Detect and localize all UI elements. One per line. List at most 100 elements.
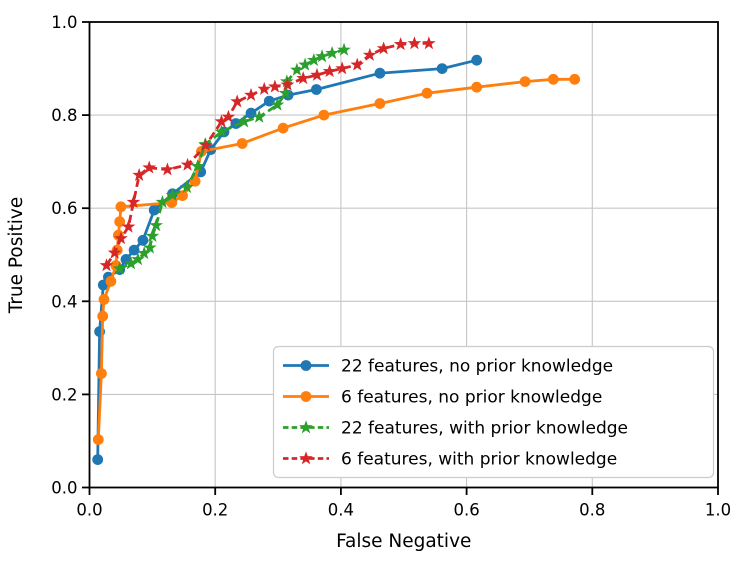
data-point-star <box>268 79 282 93</box>
data-point-circle <box>311 84 322 95</box>
data-point-circle <box>137 234 149 246</box>
legend-label: 22 features, no prior knowledge <box>341 357 613 377</box>
data-point-star <box>376 41 391 55</box>
plot-border <box>88 21 719 489</box>
data-point-star <box>322 64 337 78</box>
data-point-star <box>237 114 251 128</box>
data-point-star <box>132 167 146 181</box>
series-2-markers <box>112 42 351 275</box>
x-tick-label: 0.4 <box>328 501 354 520</box>
data-point-circle <box>92 454 104 465</box>
data-point-circle <box>96 368 107 379</box>
y-tick-label: 0.8 <box>51 106 77 125</box>
data-point-star <box>165 187 180 201</box>
data-point-star <box>393 37 408 51</box>
legend-entry: 22 features, with prior knowledge <box>283 419 628 439</box>
y-tick-label: 0.0 <box>51 479 77 498</box>
data-point-star <box>244 87 258 101</box>
data-point-star <box>257 81 272 95</box>
x-tick-label: 0.8 <box>579 501 605 520</box>
legend-entry: 22 features, no prior knowledge <box>283 357 613 377</box>
data-point-star <box>124 256 138 270</box>
data-point-circle <box>105 275 117 287</box>
data-point-circle <box>177 190 188 202</box>
data-point-circle <box>471 54 483 66</box>
data-point-circle <box>245 107 257 119</box>
data-point-circle <box>230 118 242 129</box>
data-point-circle <box>115 201 127 213</box>
data-point-circle <box>277 122 289 134</box>
data-point-star <box>407 36 422 50</box>
data-point-circle <box>374 98 386 109</box>
data-point-star <box>278 86 293 100</box>
data-point-star <box>290 62 304 76</box>
x-tick-label: 0.6 <box>453 501 479 520</box>
data-point-star <box>131 252 145 266</box>
legend-box <box>272 345 715 479</box>
data-point-star <box>422 36 436 50</box>
legend-marker-circle <box>300 360 312 371</box>
data-point-star <box>137 246 152 260</box>
data-point-circle <box>471 81 483 93</box>
legend-entry: 6 features, no prior knowledge <box>283 388 602 408</box>
data-point-star <box>315 49 329 63</box>
legend-label: 22 features, with prior knowledge <box>341 419 628 439</box>
data-point-circle <box>98 294 110 305</box>
x-axis-label: False Negative <box>336 531 471 552</box>
data-point-star <box>180 180 194 194</box>
data-point-star <box>160 162 175 176</box>
data-point-circle <box>148 204 160 216</box>
data-point-star <box>337 42 351 56</box>
data-point-star <box>126 194 141 208</box>
data-point-circle <box>436 63 448 74</box>
legend-label: 6 features, no prior knowledge <box>341 388 602 408</box>
data-point-circle <box>569 73 581 85</box>
data-point-star <box>230 94 245 108</box>
data-point-star <box>114 231 128 245</box>
data-point-circle <box>374 67 386 79</box>
y-tick-label: 0.4 <box>51 292 77 311</box>
data-point-star <box>296 71 311 85</box>
x-tick-label: 0.0 <box>76 501 102 520</box>
data-point-star <box>252 109 267 123</box>
legend-marker-star <box>299 420 313 434</box>
y-tick-label: 0.2 <box>51 385 77 404</box>
x-tick-label: 0.2 <box>202 501 228 520</box>
y-axis-label: True Positive <box>6 197 27 315</box>
data-point-star <box>198 138 213 152</box>
data-point-circle <box>263 95 275 107</box>
legend: 22 features, no prior knowledge 6 feature… <box>272 345 715 479</box>
data-point-star <box>350 57 365 71</box>
legend-entry: 6 features, with prior knowledge <box>283 450 617 470</box>
data-point-star <box>362 47 377 61</box>
data-point-star <box>335 61 349 75</box>
legend-label: 6 features, with prior knowledge <box>341 450 617 470</box>
data-point-star <box>107 245 122 259</box>
data-point-circle <box>128 244 140 256</box>
data-point-star <box>190 159 205 173</box>
data-point-star <box>149 218 163 232</box>
data-point-star <box>221 109 236 123</box>
data-point-star <box>142 160 157 174</box>
data-point-star <box>325 45 339 60</box>
data-point-star <box>280 77 295 91</box>
data-point-star <box>99 258 114 272</box>
data-point-circle <box>318 109 330 121</box>
y-tick-label: 0.6 <box>51 199 77 218</box>
data-point-circle <box>547 73 559 85</box>
x-tick-label: 1.0 <box>705 501 731 520</box>
data-point-star <box>112 261 127 275</box>
data-point-star <box>145 228 160 242</box>
legend-marker-circle <box>300 391 312 402</box>
data-point-circle <box>421 87 433 99</box>
data-point-star <box>214 124 229 138</box>
data-point-circle <box>519 76 531 87</box>
data-point-star <box>270 97 285 111</box>
data-point-star <box>214 114 229 128</box>
data-point-star <box>298 57 312 71</box>
data-point-circle <box>114 216 126 228</box>
legend-marker-star <box>299 451 313 465</box>
data-point-star <box>155 194 170 208</box>
data-point-star <box>142 240 157 254</box>
